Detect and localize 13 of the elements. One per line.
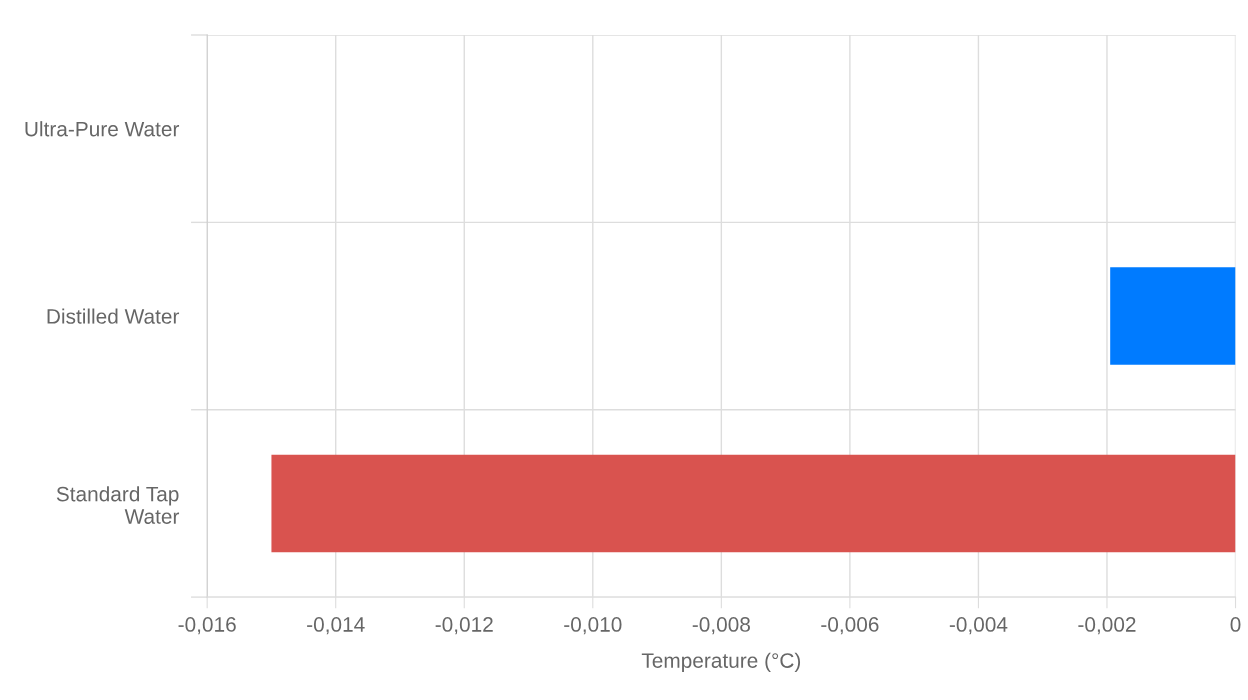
x-tick-label: -0,008	[692, 617, 750, 635]
x-tick-label: -0,016	[178, 617, 236, 635]
x-tick-label: -0,002	[1078, 617, 1136, 635]
x-tick-label: -0,014	[307, 617, 365, 635]
x-tick-label: -0,006	[821, 617, 879, 635]
x-tick-label: -0,012	[435, 617, 493, 635]
x-axis-title: Temperature (°C)	[641, 652, 801, 673]
x-tick-label: -0,010	[564, 617, 622, 635]
y-tick-label: Standard Tap Water	[56, 486, 180, 524]
x-tick-label: -0,004	[949, 617, 1008, 635]
y-tick-label: Ultra-Pure Water	[25, 121, 180, 137]
x-tick-label: 0	[1230, 617, 1241, 632]
y-tick-label: Distilled Water	[47, 308, 180, 324]
